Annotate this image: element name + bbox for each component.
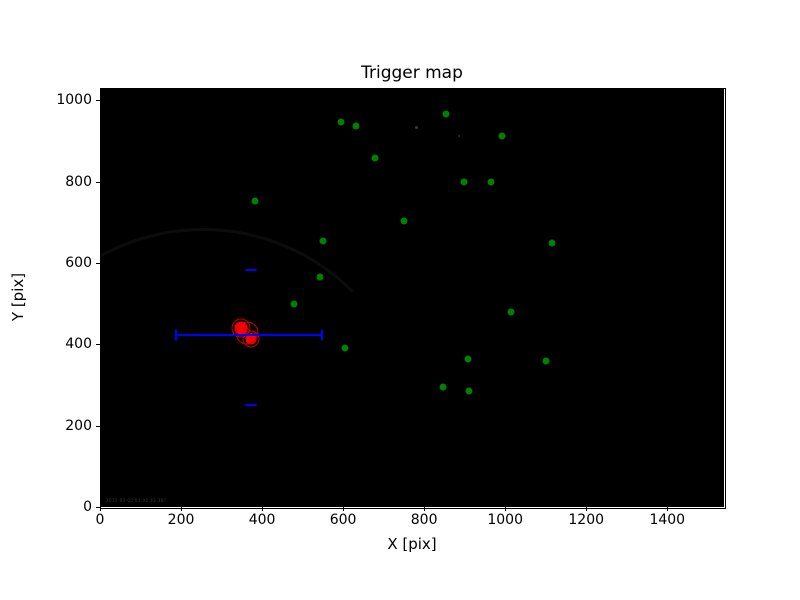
x-axis-tick-label: 800 <box>410 512 438 528</box>
source-marker[interactable] <box>548 239 556 247</box>
y-axis-tick-label: 800 <box>65 173 92 190</box>
source-marker[interactable] <box>460 178 468 186</box>
y-axis-tick-label: 0 <box>83 499 92 515</box>
source-marker[interactable] <box>352 122 360 130</box>
crosshair-cap-top <box>245 403 257 406</box>
y-axis-tick <box>96 100 100 102</box>
source-marker[interactable] <box>337 118 345 126</box>
y-axis-tick-label: 400 <box>65 336 92 353</box>
background-arc-2 <box>100 188 404 507</box>
x-axis-tick <box>100 507 101 511</box>
crosshair-cap-bottom <box>245 268 257 271</box>
x-axis-tick <box>505 507 507 511</box>
background-speck-2 <box>458 135 460 137</box>
y-axis-tick <box>96 262 100 264</box>
x-axis-tick <box>667 507 669 511</box>
x-axis-tick <box>262 507 264 511</box>
y-axis-label: Y [pix] <box>9 272 27 322</box>
y-axis-tick <box>96 344 100 346</box>
source-marker[interactable] <box>400 217 408 225</box>
source-marker[interactable] <box>371 154 379 162</box>
x-axis-tick-label: 1400 <box>649 512 686 528</box>
trigger-marker-ring <box>235 321 259 345</box>
source-marker[interactable] <box>464 355 472 363</box>
source-marker[interactable] <box>439 383 447 391</box>
x-axis-tick <box>181 507 183 511</box>
x-axis-tick-label: 1200 <box>568 512 605 528</box>
source-marker[interactable] <box>498 132 506 140</box>
x-axis-tick-label: 0 <box>95 512 105 528</box>
x-axis-tick-label: 200 <box>167 512 195 528</box>
x-axis-tick-label: 400 <box>248 512 276 528</box>
y-axis-tick <box>96 425 100 427</box>
source-marker[interactable] <box>542 357 550 365</box>
plot-timestamp-stamp: 2015-03-05 01:02:43.387 <box>106 498 167 503</box>
y-axis-tick <box>96 507 100 508</box>
chart-title: Trigger map <box>361 63 463 83</box>
x-axis-tick <box>586 507 588 511</box>
y-axis-tick <box>96 181 100 183</box>
plot-area[interactable]: 2015-03-05 01:02:43.387 <box>100 88 724 507</box>
source-marker[interactable] <box>465 387 473 395</box>
y-axis-tick-label: 600 <box>65 254 92 271</box>
crosshair-cap-right <box>321 329 324 341</box>
source-marker[interactable] <box>251 197 259 205</box>
x-axis-label: X [pix] <box>387 535 437 553</box>
x-axis-tick-label: 1000 <box>487 512 524 528</box>
y-axis-tick-label: 1000 <box>56 92 92 109</box>
x-axis-tick <box>424 507 426 511</box>
source-marker[interactable] <box>507 308 515 316</box>
source-marker[interactable] <box>316 273 324 281</box>
source-marker[interactable] <box>319 237 327 245</box>
background-speck-1 <box>415 126 418 129</box>
x-axis-tick <box>343 507 345 511</box>
source-marker[interactable] <box>442 110 450 118</box>
source-marker[interactable] <box>487 178 495 186</box>
crosshair-cap-left <box>175 329 178 341</box>
background-arc-1 <box>100 228 416 507</box>
source-marker[interactable] <box>341 344 349 352</box>
crosshair-horizontal-bar <box>176 333 323 336</box>
source-marker[interactable] <box>290 300 298 308</box>
y-axis-tick-label: 200 <box>65 417 92 434</box>
x-axis-tick-label: 600 <box>329 512 357 528</box>
